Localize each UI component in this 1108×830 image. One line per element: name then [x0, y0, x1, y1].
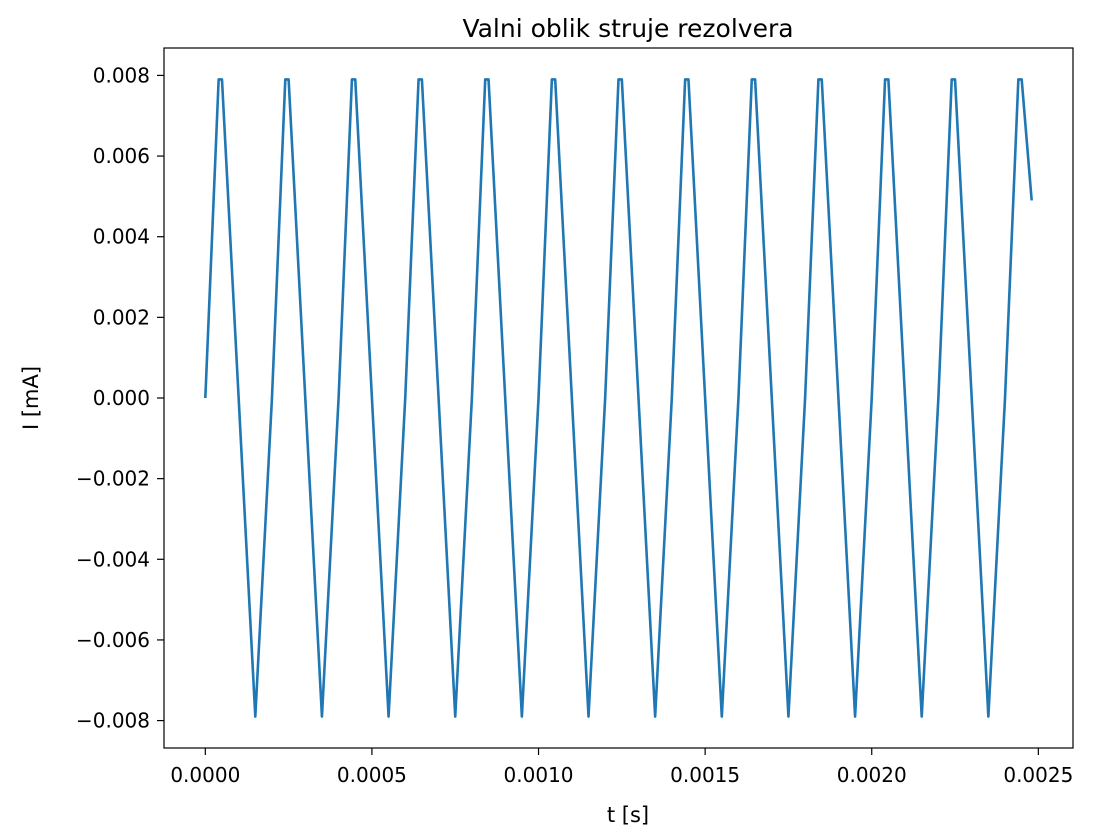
y-tick-label: −0.006	[76, 628, 150, 652]
series-line	[204, 78, 1033, 718]
y-tick-label: 0.008	[93, 63, 150, 87]
y-tick-label: 0.000	[93, 386, 150, 410]
y-tick-label: −0.004	[76, 547, 150, 571]
x-tick-label: 0.0025	[1003, 763, 1073, 787]
y-axis-label: I [mA]	[19, 366, 43, 430]
y-tick-label: 0.006	[93, 144, 150, 168]
x-tick-label: 0.0005	[337, 763, 407, 787]
plot-frame	[163, 47, 1074, 749]
y-tick-label: 0.004	[93, 225, 150, 249]
x-tick-label: 0.0000	[170, 763, 240, 787]
y-tick-label: −0.008	[76, 709, 150, 733]
plot-area	[163, 47, 1074, 749]
y-tick-label: 0.002	[93, 305, 150, 329]
x-tick-label: 0.0010	[504, 763, 574, 787]
chart-title: Valni oblik struje rezolvera	[462, 14, 793, 43]
x-tick-label: 0.0015	[670, 763, 740, 787]
x-tick-label: 0.0020	[837, 763, 907, 787]
y-axis: −0.008 −0.006 −0.004 −0.002 0.000 0.002 0.004 0…	[76, 63, 164, 733]
x-axis: 0.0000 0.0005 0.0010 0.0015 0.0020 0.0025	[170, 748, 1073, 787]
x-axis-label: t [s]	[607, 803, 649, 827]
y-tick-label: −0.002	[76, 467, 150, 491]
